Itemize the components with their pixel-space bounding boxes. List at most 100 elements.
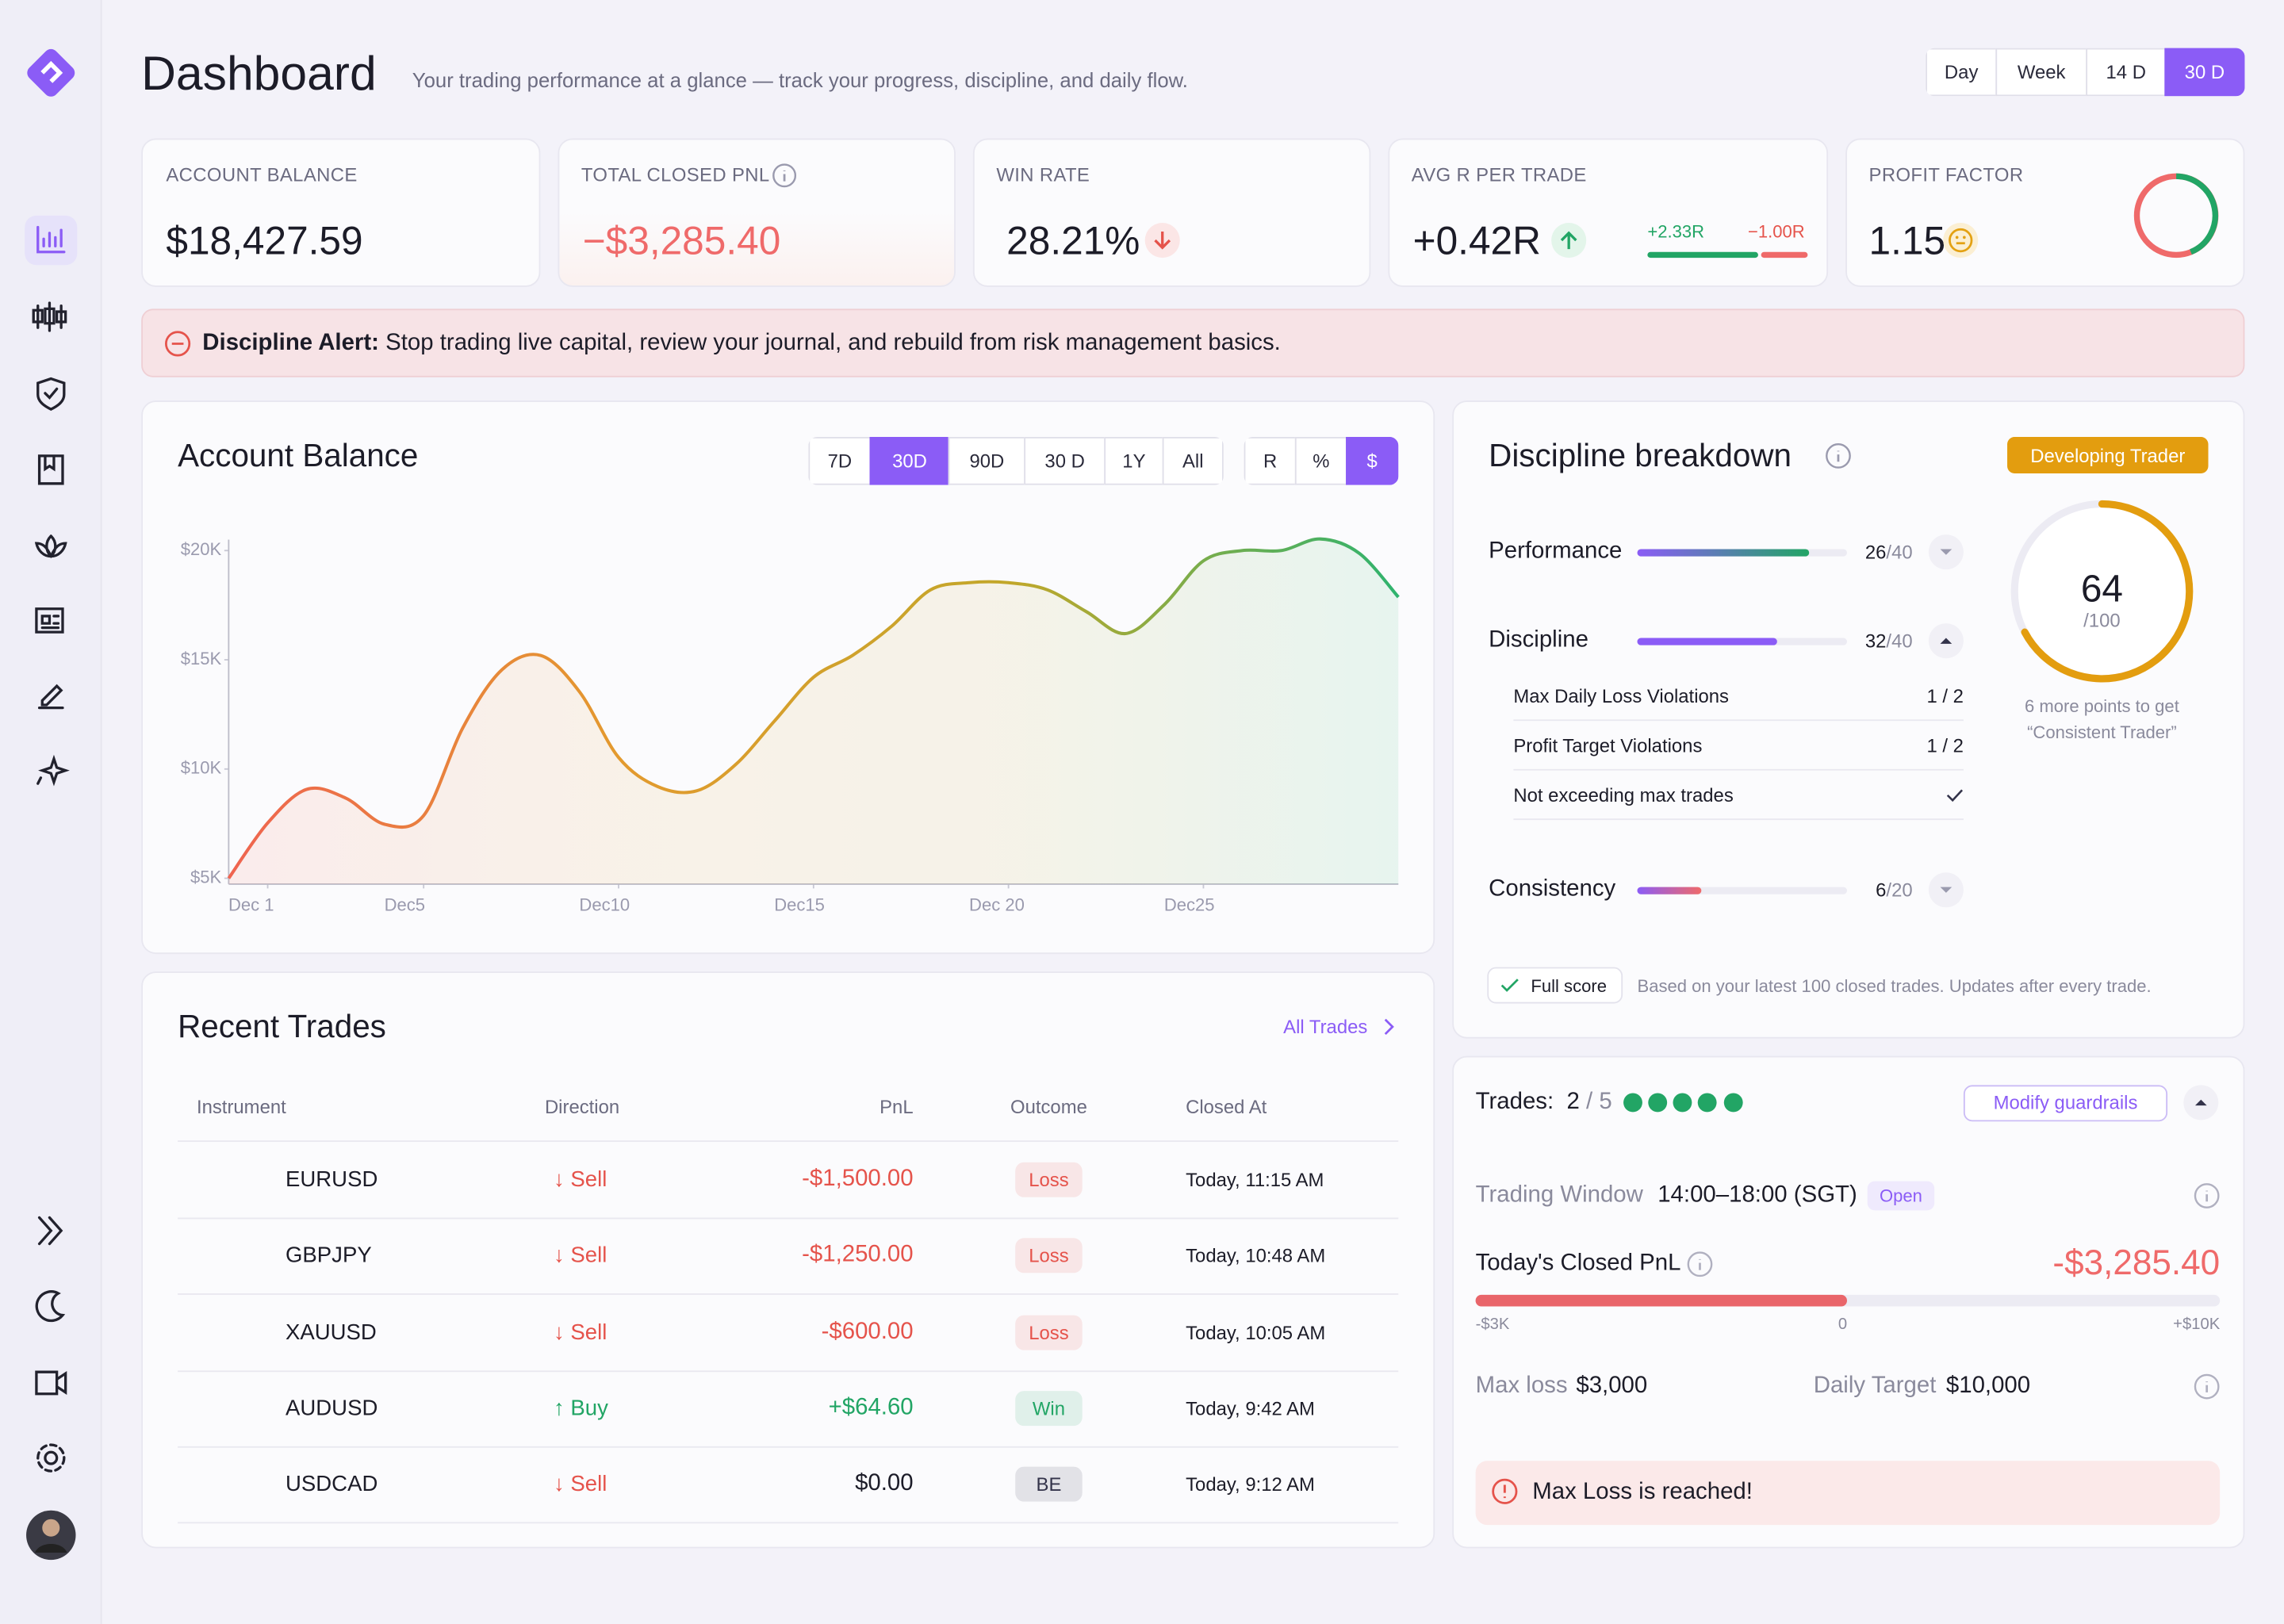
- score-value: 6: [1876, 879, 1887, 902]
- expand-toggle[interactable]: [1928, 872, 1964, 908]
- trades-count: 2: [1566, 1089, 1580, 1115]
- stat-value: 28.21%: [1006, 219, 1140, 263]
- period-button[interactable]: 30 D: [1024, 437, 1106, 485]
- circle: [1943, 223, 1979, 259]
- column-header: Instrument: [196, 1096, 286, 1118]
- path: [1946, 789, 1964, 802]
- video[interactable]: [35, 1370, 67, 1396]
- balance-area: [228, 538, 1399, 884]
- alert-icon: [165, 331, 191, 357]
- category-name: Consistency: [1489, 876, 1616, 902]
- path: [35, 1543, 67, 1553]
- nav-news[interactable]: [35, 607, 64, 634]
- period-button[interactable]: 30 D: [2164, 48, 2245, 97]
- info-icon[interactable]: [1825, 442, 1851, 469]
- instrument: EURUSD: [286, 1167, 378, 1193]
- item-value: 1 / 2: [1926, 734, 1964, 757]
- max-loss-label: Max loss: [1475, 1373, 1568, 1399]
- stat-value: $18,427.59: [166, 219, 363, 263]
- pnl: $0.00: [855, 1471, 914, 1496]
- info-icon[interactable]: [772, 163, 797, 188]
- settings[interactable]: [36, 1443, 66, 1473]
- stat-label: TOTAL CLOSED PNL: [581, 163, 770, 186]
- collapse-toggle[interactable]: [2183, 1085, 2219, 1120]
- target-value: $10,000: [1945, 1373, 2031, 1399]
- face-icon: [1943, 223, 1979, 259]
- period-button[interactable]: All: [1162, 437, 1224, 485]
- circle: [1963, 236, 1966, 239]
- info-icon[interactable]: [1687, 1251, 1713, 1277]
- unit-button[interactable]: R: [1244, 437, 1297, 485]
- path: [1500, 979, 1519, 992]
- score-max: /20: [1886, 879, 1913, 902]
- total-score: 64: [2080, 566, 2123, 611]
- nav-sparkle[interactable]: [36, 754, 70, 787]
- period-button[interactable]: Week: [1995, 48, 2088, 97]
- balance-period-group: 7D 30D 90D 30 D 1Y All: [808, 437, 1224, 485]
- discipline-alert: [141, 308, 2245, 377]
- period-button[interactable]: 14 D: [2086, 48, 2167, 97]
- stat-card: AVG R PER TRADE +0.42R +2.33R −1.00R: [1388, 138, 1829, 287]
- path: [1154, 232, 1171, 250]
- all-trades-link[interactable]: All Trades: [1283, 1016, 1368, 1038]
- circle: [1673, 1093, 1692, 1113]
- nav-shield[interactable]: [36, 377, 66, 411]
- nav-lotus[interactable]: [34, 534, 67, 558]
- card-title: Discipline breakdown: [1489, 437, 1792, 473]
- avatar[interactable]: [26, 1510, 76, 1561]
- circle: [2194, 1183, 2220, 1208]
- unit-button[interactable]: $: [1346, 437, 1399, 485]
- nav-candles[interactable]: [32, 301, 67, 332]
- score: 6/20: [1876, 880, 1912, 899]
- stat-card: WIN RATE 28.21%: [972, 138, 1371, 287]
- trades-label: Trades: 2 / 5: [1475, 1089, 1612, 1115]
- expand-toggle[interactable]: [1928, 534, 1964, 570]
- info-icon[interactable]: [2194, 1373, 2220, 1400]
- full-score-badge: [1487, 967, 1623, 1004]
- trades-max: / 5: [1586, 1089, 1612, 1115]
- modify-button[interactable]: [1963, 1085, 2168, 1122]
- path: [1940, 887, 1953, 893]
- pnl: -$1,250.00: [802, 1243, 914, 1268]
- direction: ↓ Sell: [553, 1320, 607, 1345]
- closed-at: Today, 10:48 AM: [1186, 1245, 1326, 1267]
- best-r: +2.33R: [1647, 221, 1705, 242]
- modify-button-text[interactable]: Modify guardrails: [1993, 1091, 2138, 1114]
- link-chevron[interactable]: [1381, 1018, 1398, 1036]
- status-text: Open: [1879, 1185, 1922, 1206]
- instrument: XAUUSD: [286, 1320, 377, 1345]
- expand[interactable]: [37, 1216, 63, 1246]
- outcome: Loss: [1029, 1168, 1069, 1191]
- score: 32/40: [1865, 631, 1913, 650]
- item-label: Profit Target Violations: [1513, 734, 1703, 757]
- item-label: Max Daily Loss Violations: [1513, 685, 1730, 707]
- outcome: Loss: [1029, 1321, 1069, 1343]
- nav-journal[interactable]: [37, 454, 64, 485]
- trades-label-text: Trades:: [1475, 1089, 1554, 1115]
- stat-label: AVG R PER TRADE: [1411, 163, 1587, 186]
- period-button[interactable]: 7D: [808, 437, 872, 485]
- total-note: 6 more points to get: [2025, 695, 2179, 717]
- period-button[interactable]: 90D: [948, 437, 1026, 485]
- period-button[interactable]: Day: [1926, 48, 1998, 97]
- path: [1384, 1018, 1394, 1036]
- nav-edit[interactable]: [37, 684, 64, 710]
- direction: ↑ Buy: [553, 1396, 608, 1421]
- period-button[interactable]: 30D: [869, 437, 950, 485]
- pnl-label: Today's Closed PnL: [1475, 1251, 1681, 1276]
- info-icon[interactable]: [2194, 1182, 2220, 1208]
- x-tick-label: Dec5: [385, 894, 425, 914]
- stat-value: +0.42R: [1412, 219, 1541, 263]
- collapse-toggle[interactable]: [1928, 623, 1964, 659]
- theme-toggle[interactable]: [35, 1290, 66, 1323]
- total-gauge: [2010, 500, 2194, 683]
- period-button[interactable]: 1Y: [1104, 437, 1164, 485]
- category-name: Discipline: [1489, 627, 1588, 653]
- stat-label: WIN RATE: [996, 163, 1090, 186]
- trade-dots: [1623, 1093, 1743, 1113]
- pnl-bar: [1475, 1294, 1847, 1307]
- outcome-badge: [1015, 1238, 1083, 1274]
- nav-chart[interactable]: [36, 225, 66, 254]
- x-tick-label: Dec 1: [228, 894, 274, 914]
- column-header: Closed At: [1186, 1096, 1267, 1118]
